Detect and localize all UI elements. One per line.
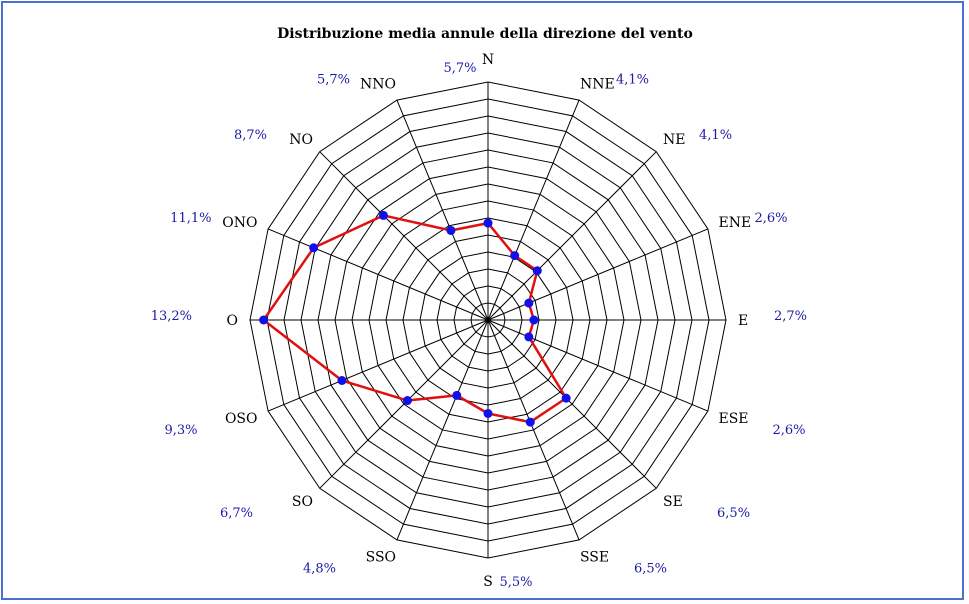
- direction-label-ono: ONO: [222, 215, 257, 231]
- percentage-label-so: 6,7%: [220, 506, 253, 521]
- radar-grid: [249, 81, 727, 559]
- label-layer: N NNE NE ENE E ESE SE SSE S SSO SO OSO O ONO NO NNO 5,7%…: [151, 52, 807, 590]
- direction-label-oso: OSO: [225, 411, 258, 427]
- series-layer: [259, 210, 571, 427]
- data-point-no: [378, 210, 388, 220]
- direction-label-s: S: [483, 574, 493, 590]
- spoke-sse: [487, 319, 580, 541]
- data-point-e: [529, 315, 539, 325]
- data-point-se: [561, 393, 571, 403]
- data-point-sso: [452, 390, 462, 400]
- data-point-so: [402, 396, 412, 406]
- direction-label-no: NO: [289, 132, 313, 148]
- percentage-label-ene: 2,6%: [755, 211, 788, 226]
- direction-label-ne: NE: [663, 132, 685, 148]
- spoke-so: [319, 319, 489, 489]
- data-point-sse: [525, 417, 535, 427]
- data-point-ene: [524, 298, 534, 308]
- percentage-label-sse: 6,5%: [634, 562, 667, 577]
- percentage-label-oso: 9,3%: [164, 423, 197, 438]
- direction-label-se: SE: [663, 494, 683, 510]
- direction-label-nne: NNE: [580, 76, 615, 92]
- data-point-nno: [446, 225, 456, 235]
- chart-title: Distribuzione media annule della direzio…: [277, 26, 693, 42]
- percentage-label-ese: 2,6%: [773, 423, 806, 438]
- data-point-oso: [337, 376, 347, 386]
- percentage-label-sso: 4,8%: [303, 562, 336, 577]
- spoke-ono: [267, 228, 489, 321]
- spoke-oso: [267, 319, 489, 412]
- spoke-ese: [487, 319, 709, 412]
- data-point-ne: [532, 266, 542, 276]
- data-point-ono: [309, 243, 319, 253]
- direction-label-e: E: [738, 313, 748, 329]
- spoke-nno: [396, 99, 489, 321]
- data-point-nne: [510, 251, 520, 261]
- spoke-ene: [487, 228, 709, 321]
- percentage-label-no: 8,7%: [234, 128, 267, 143]
- spoke-ne: [487, 151, 657, 321]
- data-point-s: [483, 409, 493, 418]
- percentage-label-e: 2,7%: [774, 309, 807, 324]
- spoke-no: [319, 151, 489, 321]
- data-point-n: [483, 218, 493, 228]
- percentage-label-nne: 4,1%: [616, 72, 649, 87]
- direction-label-n: N: [482, 52, 494, 68]
- spoke-nne: [487, 99, 580, 321]
- percentage-label-nno: 5,7%: [317, 72, 350, 87]
- direction-label-ene: ENE: [719, 215, 752, 231]
- direction-label-ese: ESE: [719, 411, 749, 427]
- percentage-label-ne: 4,1%: [699, 128, 732, 143]
- direction-label-sso: SSO: [366, 550, 396, 566]
- percentage-label-o: 13,2%: [151, 309, 192, 324]
- percentage-label-se: 6,5%: [717, 506, 750, 521]
- percentage-label-n: 5,7%: [443, 61, 476, 76]
- spoke-sso: [396, 319, 489, 541]
- percentage-label-s: 5,5%: [499, 575, 532, 590]
- direction-label-nno: NNO: [360, 76, 396, 92]
- percentage-label-ono: 11,1%: [170, 211, 211, 226]
- spoke-se: [487, 319, 657, 489]
- direction-label-o: O: [227, 313, 238, 329]
- data-point-o: [259, 315, 269, 325]
- data-point-ese: [524, 332, 534, 342]
- direction-label-sse: SSE: [580, 550, 609, 566]
- direction-label-so: SO: [292, 494, 313, 510]
